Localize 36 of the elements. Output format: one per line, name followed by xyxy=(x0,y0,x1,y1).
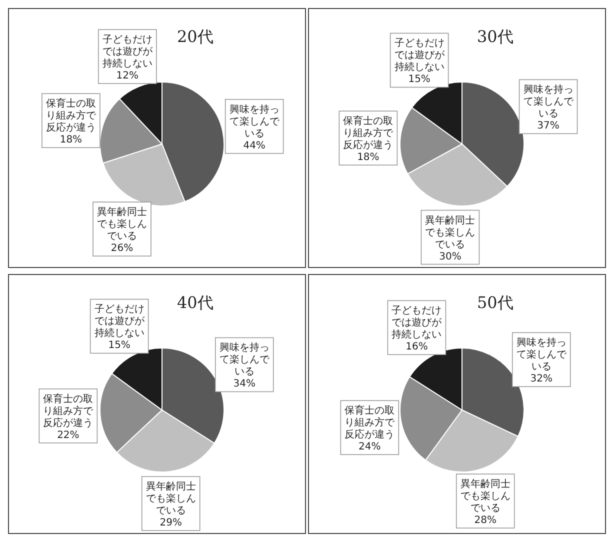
slice-label: 興味を持って楽しんでいる xyxy=(523,84,574,120)
slice-label: 子どもだけでは遊びが持続しない xyxy=(394,38,446,74)
slice-label: 保育士の取り組み方で反応が違う xyxy=(46,98,97,134)
slice-label: 興味を持って楽しんでいる xyxy=(516,336,568,373)
data-label: 26% xyxy=(110,243,134,254)
slice-label: 子どもだけでは遊びが持続しない xyxy=(102,34,154,70)
slice-label: 異年齢同士でも楽しんでいる xyxy=(96,206,147,242)
slice-label: 興味を持って楽しんでいる xyxy=(229,103,280,140)
slice-label: 子どもだけでは遊びが持続しない xyxy=(94,304,146,340)
data-label: 44% xyxy=(243,140,266,152)
slice-label: 子どもだけでは遊びが持続しない xyxy=(392,306,443,341)
data-label: 15% xyxy=(408,74,430,86)
chart-title: 20代 xyxy=(177,27,214,48)
data-label: 18% xyxy=(60,134,82,146)
data-label: 18% xyxy=(357,152,380,164)
slice-label: 保育士の取り組み方で反応が違う xyxy=(43,392,94,429)
data-label: 34% xyxy=(233,378,256,390)
data-label: 29% xyxy=(160,518,182,529)
data-label: 24% xyxy=(358,442,381,453)
chart-title: 40代 xyxy=(177,293,214,314)
slice-label: 保育士の取り組み方で反応が違う xyxy=(343,115,394,152)
data-label: 28% xyxy=(474,515,496,526)
data-label: 16% xyxy=(406,342,428,353)
data-label: 37% xyxy=(537,120,560,132)
data-label: 15% xyxy=(108,340,130,352)
slice-label: 異年齢同士でも楽しんでいる xyxy=(425,214,476,250)
slice-label: 異年齢同士でも楽しんでいる xyxy=(146,480,196,517)
slice-label: 興味を持って楽しんでいる xyxy=(219,342,270,378)
slice-label: 異年齢同士でも楽しんでいる xyxy=(460,478,510,514)
data-label: 32% xyxy=(530,374,552,385)
chart-title: 50代 xyxy=(477,293,514,314)
data-label: 12% xyxy=(116,70,139,82)
slice-label: 保育士の取り組み方で反応が違う xyxy=(344,404,396,441)
data-label: 22% xyxy=(57,430,80,441)
chart-title: 30代 xyxy=(477,27,514,48)
data-label: 30% xyxy=(439,251,462,262)
